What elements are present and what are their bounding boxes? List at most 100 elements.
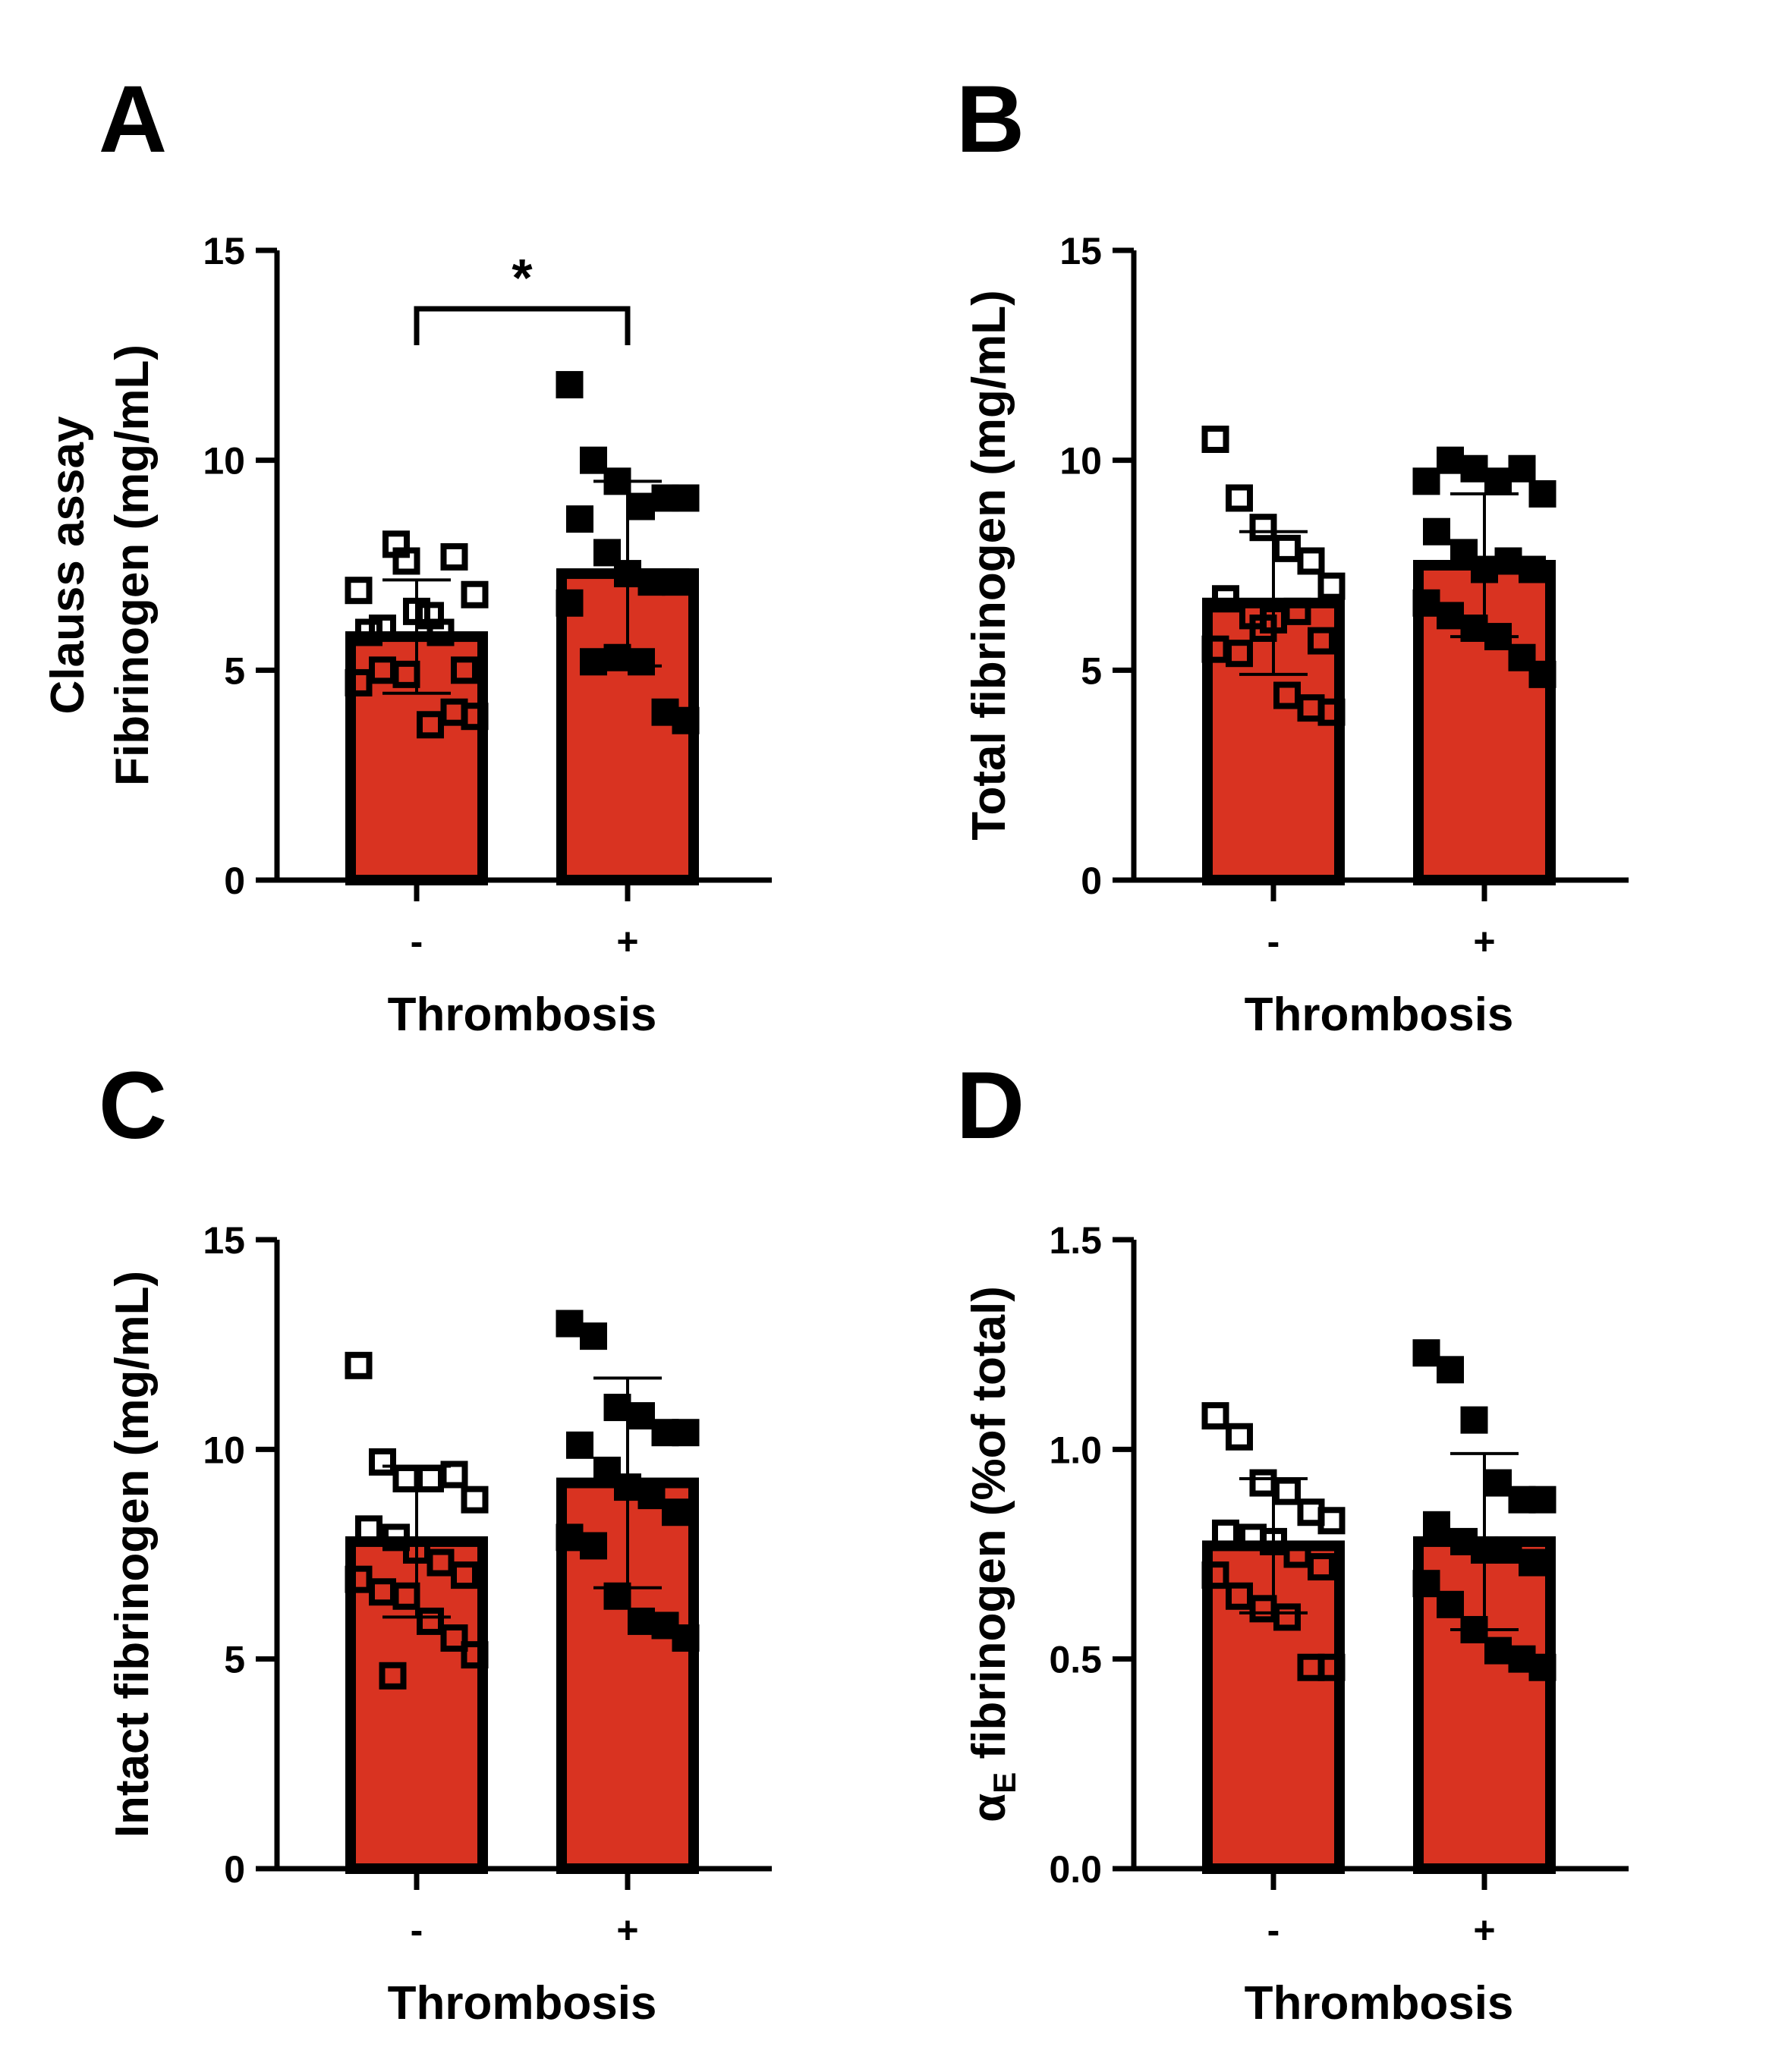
data-point-filled bbox=[672, 1624, 700, 1652]
panel-letter: D bbox=[956, 1053, 1025, 1159]
data-point-filled bbox=[566, 1431, 593, 1459]
data-point-filled bbox=[1528, 479, 1557, 508]
x-tick-label: - bbox=[411, 920, 423, 963]
y-tick-label: 0 bbox=[224, 1848, 245, 1891]
data-point-filled bbox=[1460, 1406, 1488, 1434]
data-point-open bbox=[417, 1465, 444, 1493]
data-point-open bbox=[1308, 1553, 1335, 1581]
panel-letter: B bbox=[956, 67, 1025, 172]
data-point-filled bbox=[580, 446, 607, 474]
data-point-open bbox=[1308, 627, 1335, 655]
data-point-filled bbox=[556, 1310, 584, 1338]
data-point-filled bbox=[1423, 517, 1450, 546]
data-point-open bbox=[1201, 1561, 1229, 1589]
panel-D: D 0.0 0.5 1.0 1.5 - + Thrombosis αE fibrinogen (… bbox=[956, 1053, 1629, 2030]
x-axis-label: Thrombosis bbox=[1245, 989, 1514, 1041]
x-axis-label: Thrombosis bbox=[388, 989, 657, 1041]
data-point-open bbox=[440, 542, 468, 571]
y-label-subscript: E bbox=[987, 1772, 1022, 1794]
data-point-filled bbox=[1494, 1536, 1522, 1564]
data-point-filled bbox=[637, 568, 666, 596]
data-point-open bbox=[1317, 698, 1346, 726]
data-point-open bbox=[461, 580, 489, 608]
data-point-filled bbox=[556, 1523, 584, 1552]
y-tick-label: 15 bbox=[203, 230, 245, 272]
data-point-open bbox=[451, 1561, 478, 1589]
data-point-open bbox=[417, 1607, 444, 1635]
data-point-filled bbox=[1508, 454, 1536, 483]
data-point-filled bbox=[672, 1419, 700, 1447]
panel-B: B 0 5 10 15 - + Thrombosis Total fibrinogen (mg/… bbox=[956, 67, 1629, 1041]
data-point-open bbox=[345, 1351, 373, 1379]
y-tick-label: 10 bbox=[1059, 440, 1102, 483]
data-point-open bbox=[440, 1624, 468, 1652]
data-point-open bbox=[1226, 1423, 1253, 1451]
data-point-open bbox=[427, 618, 455, 646]
x-tick-label: - bbox=[1267, 920, 1280, 963]
data-point-filled bbox=[1519, 555, 1546, 583]
data-point-open bbox=[440, 1460, 468, 1489]
data-point-open bbox=[461, 703, 489, 731]
data-point-open bbox=[1201, 1402, 1229, 1430]
data-point-open bbox=[1226, 640, 1253, 668]
data-point-filled bbox=[1437, 1590, 1464, 1618]
data-point-open bbox=[1212, 1519, 1239, 1547]
y-tick-label: 0 bbox=[1081, 860, 1102, 902]
significance-bracket bbox=[414, 306, 631, 345]
data-point-open bbox=[345, 577, 373, 605]
data-point-filled bbox=[1519, 1548, 1546, 1577]
data-point-filled bbox=[1412, 467, 1440, 495]
data-point-filled bbox=[637, 1482, 666, 1510]
data-point-open bbox=[355, 618, 382, 646]
y-tick-label: 5 bbox=[224, 649, 245, 692]
data-point-filled bbox=[1460, 454, 1488, 483]
panel-letter: C bbox=[99, 1053, 167, 1159]
data-point-filled bbox=[628, 1607, 655, 1635]
y-label-alpha: α bbox=[963, 1794, 1015, 1822]
data-point-filled bbox=[662, 1498, 689, 1526]
data-point-open bbox=[461, 1486, 489, 1514]
data-point-filled bbox=[1437, 602, 1464, 630]
data-point-filled bbox=[566, 505, 593, 533]
data-point-open bbox=[1273, 1603, 1301, 1631]
data-point-open bbox=[355, 1515, 382, 1543]
y-tick-label: 15 bbox=[1059, 230, 1102, 272]
data-point-filled bbox=[628, 492, 655, 520]
data-point-open bbox=[1226, 484, 1253, 512]
data-point-filled bbox=[1494, 547, 1522, 575]
panel-C: C 0 5 10 15 - + Thrombosis Intact fibrinogen (mg… bbox=[99, 1053, 772, 2030]
data-point-filled bbox=[672, 706, 700, 734]
data-point-open bbox=[379, 1662, 407, 1690]
data-point-filled bbox=[1484, 467, 1512, 495]
data-point-filled bbox=[1437, 1356, 1464, 1384]
data-point-open bbox=[1201, 426, 1229, 453]
y-tick-label: 10 bbox=[203, 1429, 245, 1471]
data-point-open bbox=[461, 1641, 489, 1669]
data-point-filled bbox=[1528, 660, 1557, 688]
y-tick-label: 1.0 bbox=[1049, 1429, 1102, 1471]
data-point-open bbox=[369, 1448, 396, 1476]
y-tick-label: 5 bbox=[224, 1639, 245, 1681]
data-point-filled bbox=[1423, 1511, 1450, 1539]
y-axis-label: αE fibrinogen (%of total) bbox=[963, 1286, 1022, 1822]
data-point-filled bbox=[662, 568, 689, 596]
data-point-open bbox=[1297, 547, 1325, 575]
panel-A: A 0 5 10 15 - + Thrombosis Clauss assay Fibrinoge… bbox=[42, 67, 772, 1041]
y-axis-label: Fibrinogen (mg/mL) bbox=[106, 344, 159, 786]
data-point-filled bbox=[580, 648, 607, 676]
y-axis-label: Intact fibrinogen (mg/mL) bbox=[106, 1271, 159, 1838]
x-tick-label: + bbox=[1473, 920, 1495, 963]
data-point-filled bbox=[628, 648, 655, 676]
data-point-filled bbox=[1484, 1469, 1512, 1497]
x-tick-label: - bbox=[411, 1909, 423, 1951]
data-point-open bbox=[1273, 1477, 1301, 1505]
data-point-filled bbox=[580, 1532, 607, 1560]
data-point-filled bbox=[1528, 1653, 1557, 1681]
data-point-open bbox=[1249, 514, 1277, 542]
y-tick-label: 10 bbox=[203, 440, 245, 483]
data-point-filled bbox=[1412, 589, 1440, 617]
data-point-filled bbox=[556, 589, 584, 617]
significance-star: * bbox=[511, 248, 533, 307]
x-tick-label: - bbox=[1267, 1909, 1280, 1951]
